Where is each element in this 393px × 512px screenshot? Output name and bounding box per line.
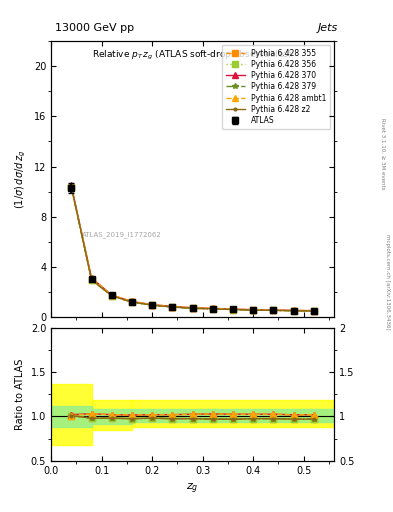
Pythia 6.428 ambt1	[291, 307, 296, 313]
Pythia 6.428 ambt1	[69, 184, 73, 190]
Pythia 6.428 355	[312, 308, 316, 314]
Pythia 6.428 355	[251, 307, 255, 313]
Pythia 6.428 355	[271, 307, 276, 313]
Pythia 6.428 379	[231, 307, 235, 313]
Text: Jets: Jets	[318, 23, 338, 33]
Y-axis label: $(1/\sigma)\,d\sigma/d\,z_g$: $(1/\sigma)\,d\sigma/d\,z_g$	[14, 150, 28, 209]
Line: Pythia 6.428 355: Pythia 6.428 355	[68, 184, 317, 314]
Text: 13000 GeV pp: 13000 GeV pp	[55, 23, 134, 33]
Pythia 6.428 379	[130, 299, 134, 305]
Pythia 6.428 z2	[271, 307, 276, 313]
Pythia 6.428 370	[231, 306, 235, 312]
Pythia 6.428 356	[69, 184, 73, 190]
Pythia 6.428 379	[271, 307, 276, 313]
Pythia 6.428 379	[89, 276, 94, 283]
Pythia 6.428 z2	[291, 308, 296, 314]
Pythia 6.428 379	[69, 184, 73, 190]
Line: Pythia 6.428 ambt1: Pythia 6.428 ambt1	[68, 184, 317, 313]
Pythia 6.428 356	[89, 276, 94, 283]
Pythia 6.428 ambt1	[312, 308, 316, 314]
Pythia 6.428 379	[150, 302, 154, 308]
Pythia 6.428 370	[271, 307, 276, 313]
Pythia 6.428 355	[89, 276, 94, 283]
Pythia 6.428 356	[190, 305, 195, 311]
Pythia 6.428 379	[210, 306, 215, 312]
Pythia 6.428 ambt1	[210, 305, 215, 311]
Line: Pythia 6.428 379: Pythia 6.428 379	[68, 184, 317, 314]
Pythia 6.428 370	[251, 307, 255, 313]
Pythia 6.428 379	[170, 304, 175, 310]
Pythia 6.428 355	[210, 306, 215, 312]
Pythia 6.428 370	[150, 302, 154, 308]
Pythia 6.428 370	[312, 308, 316, 314]
Pythia 6.428 z2	[312, 308, 316, 314]
Pythia 6.428 379	[251, 307, 255, 313]
Pythia 6.428 379	[190, 305, 195, 311]
Pythia 6.428 ambt1	[170, 304, 175, 310]
Pythia 6.428 356	[210, 306, 215, 312]
Pythia 6.428 355	[109, 293, 114, 299]
Line: Pythia 6.428 356: Pythia 6.428 356	[68, 184, 317, 314]
Pythia 6.428 ambt1	[89, 275, 94, 281]
Pythia 6.428 355	[170, 304, 175, 310]
Line: Pythia 6.428 z2: Pythia 6.428 z2	[68, 184, 317, 314]
Pythia 6.428 356	[109, 293, 114, 299]
Pythia 6.428 356	[251, 307, 255, 313]
Pythia 6.428 z2	[231, 307, 235, 313]
Pythia 6.428 356	[291, 308, 296, 314]
Pythia 6.428 370	[210, 305, 215, 311]
Pythia 6.428 356	[150, 302, 154, 308]
Pythia 6.428 z2	[251, 307, 255, 313]
Text: ATLAS_2019_I1772062: ATLAS_2019_I1772062	[82, 231, 162, 238]
Pythia 6.428 356	[312, 308, 316, 314]
Pythia 6.428 355	[231, 307, 235, 313]
Pythia 6.428 z2	[69, 184, 73, 190]
Pythia 6.428 356	[170, 304, 175, 310]
Pythia 6.428 370	[89, 275, 94, 281]
Pythia 6.428 z2	[170, 304, 175, 310]
Pythia 6.428 z2	[130, 299, 134, 305]
Pythia 6.428 370	[291, 307, 296, 313]
Pythia 6.428 370	[190, 305, 195, 311]
Text: Relative $p_T\,z_g$ (ATLAS soft-drop observables): Relative $p_T\,z_g$ (ATLAS soft-drop obs…	[92, 49, 293, 62]
Pythia 6.428 z2	[150, 302, 154, 308]
Pythia 6.428 355	[130, 299, 134, 305]
Pythia 6.428 370	[130, 298, 134, 305]
X-axis label: $z_g$: $z_g$	[186, 481, 199, 496]
Pythia 6.428 355	[150, 302, 154, 308]
Pythia 6.428 355	[69, 184, 73, 190]
Pythia 6.428 356	[130, 299, 134, 305]
Pythia 6.428 370	[109, 292, 114, 298]
Pythia 6.428 355	[190, 305, 195, 311]
Pythia 6.428 356	[231, 307, 235, 313]
Pythia 6.428 ambt1	[130, 298, 134, 305]
Pythia 6.428 ambt1	[109, 292, 114, 298]
Pythia 6.428 370	[69, 182, 73, 188]
Y-axis label: Ratio to ATLAS: Ratio to ATLAS	[15, 358, 25, 430]
Pythia 6.428 356	[271, 307, 276, 313]
Pythia 6.428 ambt1	[271, 307, 276, 313]
Pythia 6.428 355	[291, 308, 296, 314]
Pythia 6.428 ambt1	[231, 306, 235, 312]
Pythia 6.428 379	[312, 308, 316, 314]
Pythia 6.428 z2	[210, 306, 215, 312]
Text: Rivet 3.1.10, ≥ 3M events: Rivet 3.1.10, ≥ 3M events	[381, 118, 386, 189]
Line: Pythia 6.428 370: Pythia 6.428 370	[68, 183, 317, 313]
Legend: Pythia 6.428 355, Pythia 6.428 356, Pythia 6.428 370, Pythia 6.428 379, Pythia 6: Pythia 6.428 355, Pythia 6.428 356, Pyth…	[222, 45, 330, 129]
Pythia 6.428 ambt1	[251, 307, 255, 313]
Text: mcplots.cern.ch [arXiv:1306.3436]: mcplots.cern.ch [arXiv:1306.3436]	[385, 234, 389, 329]
Pythia 6.428 379	[291, 308, 296, 314]
Pythia 6.428 ambt1	[150, 302, 154, 308]
Pythia 6.428 ambt1	[190, 305, 195, 311]
Pythia 6.428 379	[109, 293, 114, 299]
Pythia 6.428 z2	[89, 276, 94, 283]
Pythia 6.428 z2	[190, 305, 195, 311]
Pythia 6.428 z2	[109, 293, 114, 299]
Pythia 6.428 370	[170, 304, 175, 310]
